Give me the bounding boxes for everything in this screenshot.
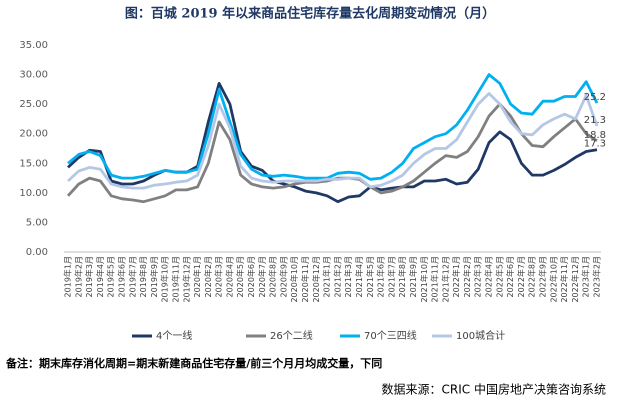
x-tick-label: 2020年2月 <box>203 256 213 297</box>
x-tick-label: 2022年7月 <box>516 256 526 297</box>
x-tick-label: 2020年4月 <box>224 256 234 297</box>
x-tick-label: 2021年3月 <box>343 256 353 297</box>
x-tick-label: 2019年10月 <box>160 256 170 303</box>
x-tick-label: 2021年6月 <box>376 256 386 297</box>
x-tick-label: 2020年7月 <box>257 256 267 297</box>
x-tick-label: 2020年8月 <box>268 256 278 297</box>
x-tick-label: 2022年8月 <box>527 256 537 297</box>
x-tick-label: 2019年12月 <box>181 256 191 303</box>
x-tick-label: 2020年12月 <box>311 256 321 303</box>
chart-title: 图：百城 2019 年以来商品住宅库存量去化周期变动情况（月） <box>125 6 495 22</box>
data-label: 18.8 <box>584 130 606 141</box>
x-tick-label: 2022年12月 <box>570 256 580 303</box>
y-tick-label: 35.00 <box>19 40 48 51</box>
x-tick-label: 2023年1月 <box>581 256 591 297</box>
x-tick-label: 2022年11月 <box>559 256 569 303</box>
x-tick-label: 2020年9月 <box>278 256 288 297</box>
x-tick-label: 2023年2月 <box>592 256 602 297</box>
x-tick-label: 2021年7月 <box>386 256 396 297</box>
x-tick-label: 2019年3月 <box>84 256 94 297</box>
x-tick-label: 2019年7月 <box>127 256 137 297</box>
legend-label: 100城合计 <box>456 329 505 342</box>
x-tick-label: 2020年3月 <box>214 256 224 297</box>
x-tick-label: 2021年8月 <box>397 256 407 297</box>
x-tick-label: 2019年5月 <box>106 256 116 297</box>
x-tick-label: 2021年9月 <box>408 256 418 297</box>
note: 备注：期末库存消化周期=期末新建商品住宅存量/前三个月月均成交量，下同 <box>5 356 382 370</box>
x-tick-label: 2021年12月 <box>440 256 450 303</box>
legend-label: 26个二线 <box>270 329 313 342</box>
x-tick-label: 2020年10月 <box>289 256 299 303</box>
x-tick-label: 2020年6月 <box>246 256 256 297</box>
x-tick-label: 2022年3月 <box>473 256 483 297</box>
y-tick-label: 20.00 <box>19 129 48 140</box>
x-tick-label: 2022年5月 <box>494 256 504 297</box>
x-tick-label: 2019年2月 <box>73 256 83 297</box>
x-tick-label: 2022年9月 <box>538 256 548 297</box>
x-tick-label: 2021年5月 <box>365 256 375 297</box>
x-tick-label: 2022年2月 <box>462 256 472 297</box>
x-tick-label: 2022年4月 <box>484 256 494 297</box>
x-tick-label: 2019年1月 <box>63 256 73 297</box>
x-tick-label: 2020年5月 <box>235 256 245 297</box>
x-tick-label: 2022年6月 <box>505 256 515 297</box>
x-tick-label: 2020年1月 <box>192 256 202 297</box>
y-tick-label: 15.00 <box>19 158 48 169</box>
y-tick-label: 0.00 <box>26 247 48 258</box>
y-tick-label: 25.00 <box>19 99 48 110</box>
y-tick-label: 5.00 <box>26 217 48 228</box>
data-label: 17.3 <box>584 139 606 150</box>
legend-label: 70个三四线 <box>364 329 417 342</box>
x-tick-label: 2021年10月 <box>419 256 429 303</box>
series-line <box>67 92 599 190</box>
x-tick-label: 2021年11月 <box>430 256 440 303</box>
x-tick-label: 2022年10月 <box>548 256 558 303</box>
x-tick-label: 2021年1月 <box>322 256 332 297</box>
data-label: 21.3 <box>584 115 606 126</box>
source: 数据来源：CRIC 中国房地产决策咨询系统 <box>382 382 606 397</box>
y-tick-label: 30.00 <box>19 70 48 81</box>
legend-label: 4个一线 <box>156 329 192 342</box>
y-tick-label: 10.00 <box>19 188 48 199</box>
x-tick-label: 2019年9月 <box>149 256 159 297</box>
series-line <box>67 82 598 204</box>
x-tick-label: 2021年2月 <box>332 256 342 297</box>
x-tick-label: 2019年6月 <box>116 256 126 297</box>
x-tick-label: 2020年11月 <box>300 256 310 303</box>
x-tick-label: 2022年1月 <box>451 256 461 297</box>
x-tick-label: 2019年4月 <box>95 256 105 297</box>
data-label: 25.2 <box>584 92 606 103</box>
x-tick-label: 2019年11月 <box>170 256 180 303</box>
x-tick-label: 2019年8月 <box>138 256 148 297</box>
x-tick-label: 2021年4月 <box>354 256 364 297</box>
series-line <box>67 73 599 181</box>
